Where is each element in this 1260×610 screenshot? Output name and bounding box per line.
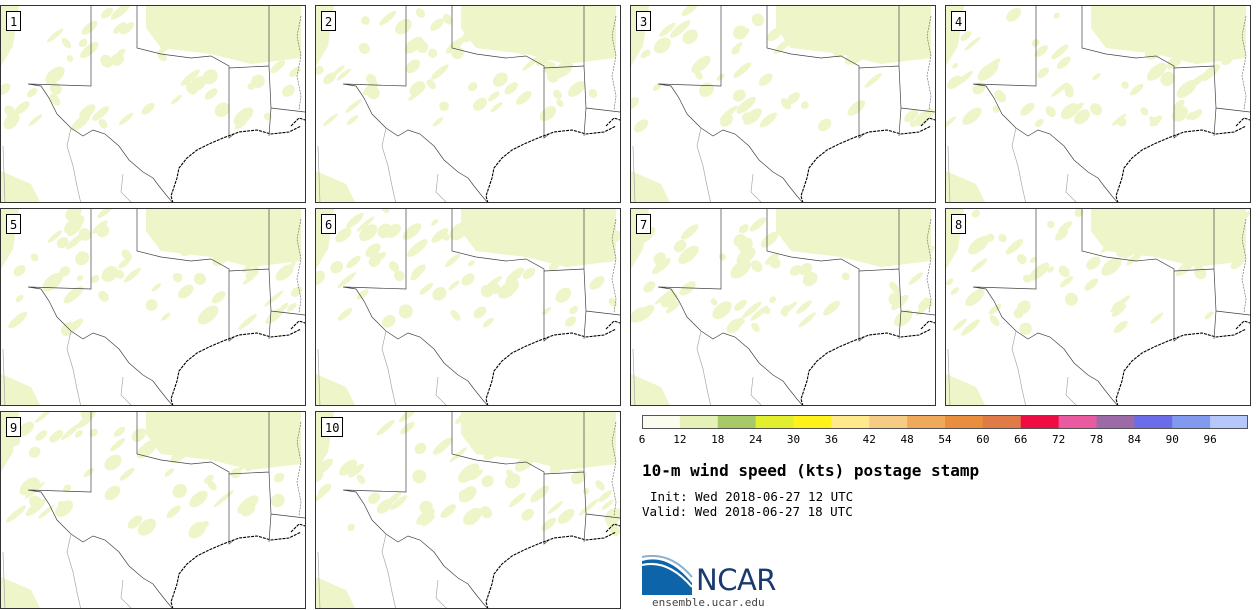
colorbar-tick-label: 12 [673,433,687,446]
colorbar-tick-label: 60 [976,433,990,446]
colorbar-bin [1210,415,1248,429]
wind-map [1,6,305,202]
colorbar-bin [793,415,832,429]
colorbar-bin [907,415,946,429]
ensemble-member-panel: 1 [0,5,306,203]
panel-number: 3 [636,11,652,31]
colorbar-bin [831,415,870,429]
colorbar-bin [717,415,757,429]
colorbar-tick-label: 84 [1127,433,1141,446]
chart-title: 10-m wind speed (kts) postage stamp [642,461,980,480]
panel-number: 8 [951,214,967,234]
wind-map [946,209,1250,405]
colorbar-bin [679,415,719,429]
panel-number: 4 [951,11,967,31]
colorbar-bin [1172,415,1211,429]
colorbar-tick-label: 48 [900,433,914,446]
ensemble-member-panel: 6 [315,208,621,406]
panel-number: 6 [321,214,337,234]
panel-number: 2 [321,11,337,31]
panel-number: 1 [6,11,22,31]
ensemble-member-panel: 10 [315,411,621,609]
wind-map [1,412,305,608]
wind-map [946,6,1250,202]
colorbar-tick-label: 42 [862,433,876,446]
colorbar-bin [1020,415,1060,429]
colorbar-tick-label: 96 [1203,433,1217,446]
wind-map [631,209,935,405]
panel-number: 7 [636,214,652,234]
wind-map [316,209,620,405]
colorbar-outline [642,415,1248,429]
panel-number: 10 [321,417,344,437]
ncar-logo-icon [642,555,693,595]
colorbar-bin [869,415,908,429]
ensemble-member-panel: 8 [945,208,1251,406]
wind-map [316,6,620,202]
ensemble-member-panel: 3 [630,5,936,203]
colorbar-bin [945,415,984,429]
ensemble-member-panel: 9 [0,411,306,609]
colorbar-tick-label: 78 [1089,433,1104,446]
ensemble-member-panel: 4 [945,5,1251,203]
colorbar-bin [1134,415,1173,429]
panel-number: 9 [6,417,22,437]
colorbar-tick-label: 24 [749,433,763,446]
init-time: Init: Wed 2018-06-27 12 UTC [650,489,854,504]
colorbar-tick-label: 36 [824,433,838,446]
colorbar-bin [755,415,795,429]
logo-text: NCAR [696,563,776,597]
panel-number: 5 [6,214,22,234]
wind-map [1,209,305,405]
wind-map [316,412,620,608]
valid-time: Valid: Wed 2018-06-27 18 UTC [642,504,853,519]
colorbar-bin [1096,415,1135,429]
wind-map [631,6,935,202]
ensemble-member-panel: 7 [630,208,936,406]
colorbar-tick-label: 66 [1014,433,1028,446]
ensemble-member-panel: 2 [315,5,621,203]
colorbar-bin [1058,415,1098,429]
colorbar-tick-label: 18 [711,433,725,446]
colorbar-tick-label: 72 [1052,433,1066,446]
colorbar-bin [982,415,1022,429]
colorbar-tick-label: 6 [638,433,646,446]
colorbar-tick-label: 90 [1165,433,1179,446]
colorbar-bin [642,415,681,429]
site-url: ensemble.ucar.edu [652,596,765,609]
colorbar-ticks: 6 12 18 24 30 36 42 48 54 60 66 72 78 84 90 96 [638,433,1248,449]
ensemble-member-panel: 5 [0,208,306,406]
colorbar [642,415,1248,429]
colorbar-tick-label: 54 [938,433,952,446]
colorbar-tick-label: 30 [786,433,801,446]
